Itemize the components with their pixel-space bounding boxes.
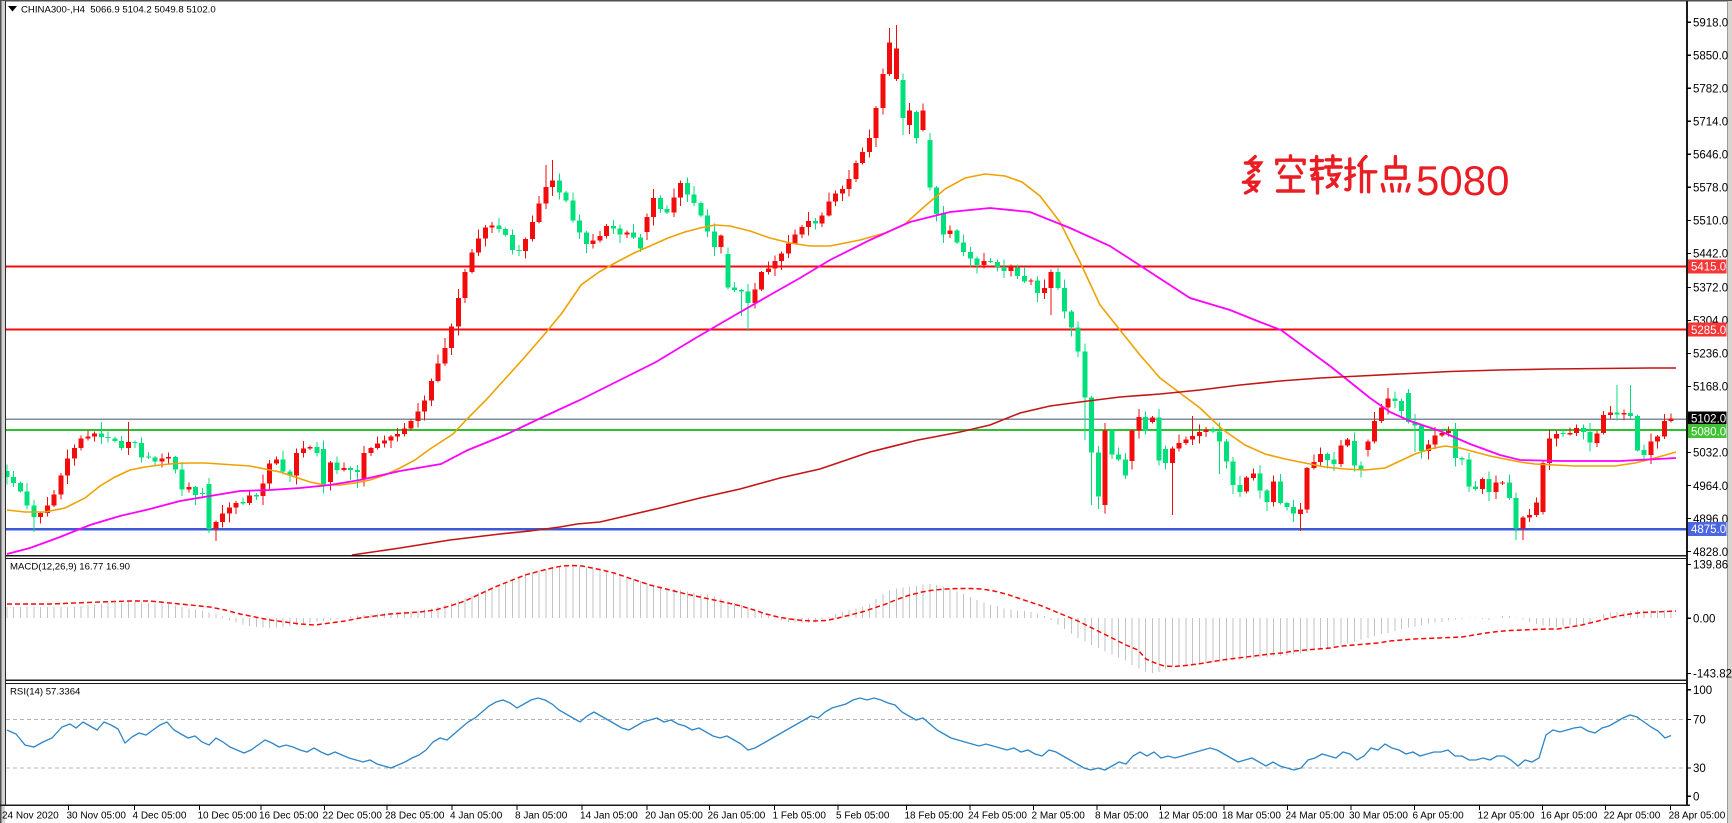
svg-text:4875.0: 4875.0 xyxy=(1691,524,1726,536)
svg-text:30: 30 xyxy=(1693,763,1706,775)
svg-text:RSI(14) 57.3364: RSI(14) 57.3364 xyxy=(10,687,81,698)
svg-text:5080: 5080 xyxy=(1416,157,1509,204)
svg-text:10 Dec 05:00: 10 Dec 05:00 xyxy=(198,811,258,822)
svg-text:4 Dec 05:00: 4 Dec 05:00 xyxy=(133,811,187,822)
svg-text:5850.0: 5850.0 xyxy=(1693,50,1728,62)
svg-text:30 Mar 05:00: 30 Mar 05:00 xyxy=(1349,811,1408,822)
svg-text:8 Mar 05:00: 8 Mar 05:00 xyxy=(1095,811,1149,822)
svg-text:5 Feb 05:00: 5 Feb 05:00 xyxy=(836,811,890,822)
svg-text:16 Dec 05:00: 16 Dec 05:00 xyxy=(259,811,319,822)
svg-text:24 Feb 05:00: 24 Feb 05:00 xyxy=(968,811,1027,822)
svg-text:12 Apr 05:00: 12 Apr 05:00 xyxy=(1478,811,1535,822)
svg-text:5080.0: 5080.0 xyxy=(1691,426,1726,438)
svg-text:4 Jan 05:00: 4 Jan 05:00 xyxy=(450,811,503,822)
svg-text:20 Jan 05:00: 20 Jan 05:00 xyxy=(645,811,703,822)
svg-text:16 Apr 05:00: 16 Apr 05:00 xyxy=(1541,811,1598,822)
svg-text:24 Nov 2020: 24 Nov 2020 xyxy=(2,811,59,822)
svg-text:5102.0: 5102.0 xyxy=(1691,414,1726,426)
svg-text:5646.0: 5646.0 xyxy=(1693,150,1728,162)
svg-text:5372.0: 5372.0 xyxy=(1693,283,1728,295)
svg-text:-143.82: -143.82 xyxy=(1693,669,1732,681)
svg-text:0: 0 xyxy=(1693,791,1699,803)
svg-text:22 Apr 05:00: 22 Apr 05:00 xyxy=(1604,811,1661,822)
svg-text:4964.0: 4964.0 xyxy=(1693,481,1728,493)
svg-text:5168.0: 5168.0 xyxy=(1693,382,1728,394)
svg-text:5918.0: 5918.0 xyxy=(1693,17,1728,29)
svg-text:28 Apr 05:00: 28 Apr 05:00 xyxy=(1669,811,1726,822)
svg-text:MACD(12,26,9) 16.77 16.90: MACD(12,26,9) 16.77 16.90 xyxy=(10,562,130,573)
svg-text:4828.0: 4828.0 xyxy=(1693,547,1728,559)
svg-text:70: 70 xyxy=(1693,715,1706,727)
svg-text:14 Jan 05:00: 14 Jan 05:00 xyxy=(580,811,638,822)
svg-text:100: 100 xyxy=(1693,685,1712,697)
svg-text:6 Apr 05:00: 6 Apr 05:00 xyxy=(1413,811,1465,822)
svg-text:24 Mar 05:00: 24 Mar 05:00 xyxy=(1286,811,1345,822)
svg-text:5236.0: 5236.0 xyxy=(1693,349,1728,361)
svg-text:5285.0: 5285.0 xyxy=(1691,325,1726,337)
svg-text:0.00: 0.00 xyxy=(1693,613,1715,625)
svg-text:CHINA300-,H4 5066.9 5104.2 50: CHINA300-,H4 5066.9 5104.2 5049.8 5102.0 xyxy=(21,5,216,16)
svg-text:5442.0: 5442.0 xyxy=(1693,249,1728,261)
svg-text:8 Jan 05:00: 8 Jan 05:00 xyxy=(515,811,568,822)
svg-text:5510.0: 5510.0 xyxy=(1693,216,1728,228)
svg-text:26 Jan 05:00: 26 Jan 05:00 xyxy=(708,811,766,822)
svg-text:5782.0: 5782.0 xyxy=(1693,83,1728,95)
svg-text:5415.0: 5415.0 xyxy=(1691,262,1726,274)
svg-text:5032.0: 5032.0 xyxy=(1693,448,1728,460)
svg-text:5578.0: 5578.0 xyxy=(1693,183,1728,195)
svg-text:30 Nov 05:00: 30 Nov 05:00 xyxy=(67,811,127,822)
svg-text:5714.0: 5714.0 xyxy=(1693,117,1728,129)
svg-text:18 Feb 05:00: 18 Feb 05:00 xyxy=(905,811,964,822)
svg-text:2 Mar 05:00: 2 Mar 05:00 xyxy=(1032,811,1086,822)
svg-text:139.86: 139.86 xyxy=(1693,560,1728,572)
svg-text:1 Feb 05:00: 1 Feb 05:00 xyxy=(773,811,827,822)
svg-text:18 Mar 05:00: 18 Mar 05:00 xyxy=(1222,811,1281,822)
svg-text:28 Dec 05:00: 28 Dec 05:00 xyxy=(385,811,445,822)
svg-text:22 Dec 05:00: 22 Dec 05:00 xyxy=(323,811,383,822)
svg-text:12 Mar 05:00: 12 Mar 05:00 xyxy=(1159,811,1218,822)
